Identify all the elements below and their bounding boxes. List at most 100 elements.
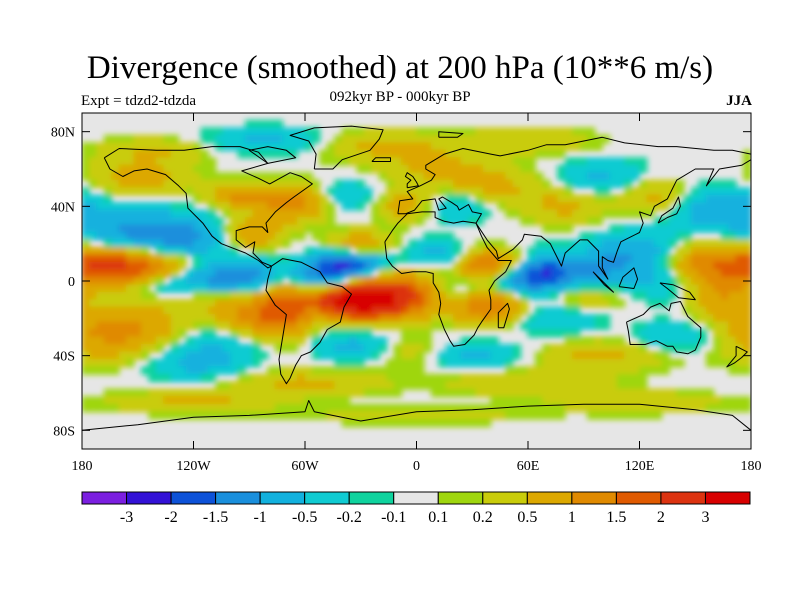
field-cell [594, 366, 603, 375]
field-cell [601, 366, 611, 375]
field-cell [527, 157, 536, 166]
field-cell [207, 217, 217, 226]
field-cell [133, 187, 142, 196]
field-cell [393, 269, 403, 278]
field-cell [549, 142, 559, 151]
field-cell [356, 231, 365, 241]
field-cell [646, 202, 655, 211]
field-cell [497, 299, 507, 308]
field-cell [542, 269, 551, 278]
field-cell [475, 373, 484, 383]
field-cell [200, 239, 209, 248]
field-cell [245, 314, 254, 323]
field-cell [743, 291, 751, 301]
field-cell [193, 149, 202, 159]
field-cell [259, 411, 269, 420]
field-cell [475, 321, 484, 331]
field-cell [215, 246, 224, 256]
field-cell [505, 373, 514, 383]
field-cell [586, 366, 596, 375]
field-cell [586, 142, 596, 151]
field-cell [207, 187, 217, 196]
field-cell [319, 261, 328, 271]
field-cell [103, 269, 113, 278]
field-cell [527, 321, 536, 331]
field-cell [341, 239, 351, 248]
field-cell [178, 321, 187, 331]
field-cell [319, 366, 328, 375]
field-cell [326, 321, 336, 331]
field-cell [378, 381, 388, 390]
field-cell [743, 403, 751, 413]
field-cell [259, 119, 269, 129]
field-cell [743, 209, 751, 219]
field-cell [453, 388, 462, 398]
field-cell [163, 284, 172, 293]
field-cell [468, 254, 477, 263]
field-cell [423, 209, 432, 219]
field-cell [96, 321, 105, 331]
field-cell [676, 187, 685, 196]
field-cell [542, 291, 551, 301]
field-cell [691, 284, 700, 293]
field-cell [698, 396, 707, 405]
field-cell [534, 209, 544, 219]
field-cell [118, 388, 128, 398]
field-cell [416, 351, 425, 360]
field-cell [609, 276, 618, 286]
field-cell [178, 149, 187, 159]
field-cell [267, 373, 276, 383]
field-cell [82, 343, 90, 353]
field-cell [96, 217, 105, 226]
field-cell [393, 134, 403, 144]
field-cell [586, 314, 596, 323]
field-cell [274, 127, 284, 136]
field-cell [579, 299, 588, 308]
field-cell [482, 373, 492, 383]
field-cell [274, 224, 284, 233]
field-cell [624, 172, 633, 181]
field-cell [460, 358, 470, 368]
field-cell [475, 284, 484, 293]
colorbar-label: 2 [657, 509, 665, 526]
field-cell [646, 254, 655, 263]
field-cell [386, 284, 395, 293]
field-cell [259, 179, 269, 189]
field-cell [646, 358, 655, 368]
field-cell [82, 291, 90, 301]
field-cell [453, 418, 462, 428]
field-cell [155, 172, 165, 181]
field-cell [222, 314, 232, 323]
field-cell [639, 291, 648, 301]
field-cell [408, 418, 417, 428]
field-cell [103, 284, 113, 293]
field-cell [371, 351, 380, 360]
field-cell [178, 329, 187, 338]
field-cell [653, 217, 663, 226]
field-cell [549, 224, 559, 233]
field-cell [646, 209, 655, 219]
field-cell [445, 254, 455, 263]
field-cell [468, 127, 477, 136]
field-cell [542, 351, 551, 360]
field-cell [82, 336, 90, 345]
field-cell [133, 306, 142, 316]
field-cell [631, 194, 640, 204]
field-cell [527, 373, 536, 383]
field-cell [304, 411, 313, 420]
field-cell [512, 179, 522, 189]
field-cell [534, 373, 544, 383]
field-cell [207, 396, 217, 405]
field-cell [349, 314, 358, 323]
field-cell [297, 329, 306, 338]
field-cell [126, 157, 135, 166]
field-cell [356, 179, 365, 189]
field-cell [505, 261, 514, 271]
field-cell [215, 351, 224, 360]
field-cell [297, 396, 306, 405]
field-cell [646, 269, 655, 278]
field-cell [520, 202, 529, 211]
field-cell [728, 306, 737, 316]
field-cell [96, 403, 105, 413]
field-cell [363, 231, 373, 241]
